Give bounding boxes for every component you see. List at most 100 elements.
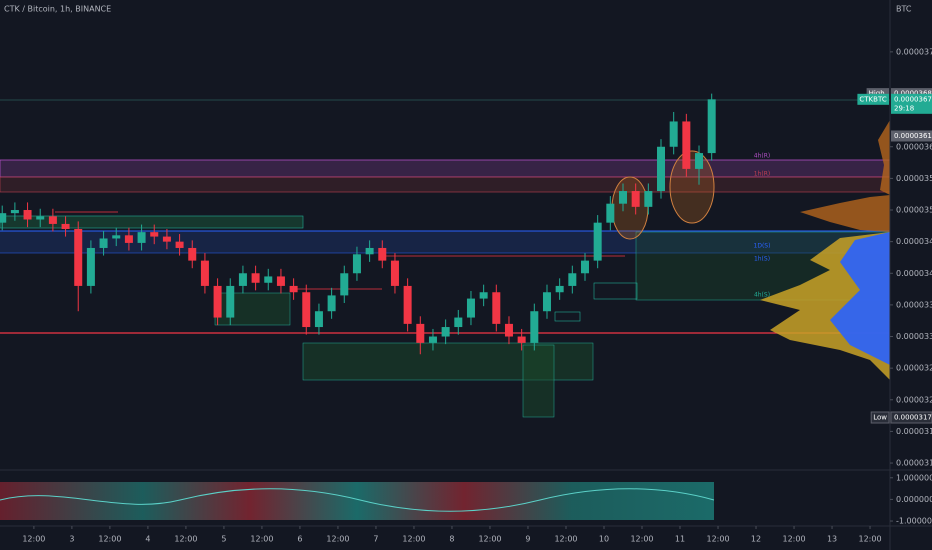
x-tick-label: 12:00 [22, 535, 45, 544]
x-tick-label: 13 [827, 535, 837, 544]
price-label: 0.00003684 [894, 90, 932, 98]
x-tick-label: 12:00 [174, 535, 197, 544]
candle-body [352, 254, 361, 274]
candle-body [200, 260, 209, 286]
x-tick-label: 12:00 [326, 535, 349, 544]
x-tick-label: 5 [221, 535, 226, 544]
candle-body [36, 216, 45, 220]
candle-body [10, 210, 19, 214]
candle-body [365, 247, 374, 255]
candle-body [682, 121, 691, 169]
y-tick-label: 0.00003450 [896, 237, 932, 246]
countdown: 29:18 [894, 104, 914, 112]
price-label-name-box [857, 93, 889, 105]
y-tick-label: 0.00003100 [896, 459, 932, 468]
price-label-box [891, 88, 932, 100]
candle-body [504, 323, 513, 337]
level-label: 4h(S) [754, 292, 770, 299]
price-label-name-box [870, 411, 890, 424]
candle-body [264, 276, 273, 283]
candle-body [162, 236, 171, 242]
candle-body [175, 241, 184, 248]
candle-body [593, 222, 602, 261]
candle-body [466, 298, 475, 318]
chart-title: CTK / Bitcoin, 1h, BINANCE [4, 5, 111, 14]
candle-body [492, 292, 501, 324]
candle-body [99, 238, 108, 248]
x-tick-label: 12:00 [98, 535, 121, 544]
candle-body [251, 273, 260, 283]
candle-body [74, 228, 83, 286]
x-tick-label: 10 [599, 535, 609, 544]
x-tick-label: 12:00 [706, 535, 729, 544]
x-tick-label: 12:00 [859, 535, 882, 544]
price-label: 0.00003675 [894, 95, 932, 103]
candle-body [124, 235, 133, 243]
candle-body [530, 311, 539, 343]
candle-body [137, 232, 146, 243]
oscillator-line [0, 488, 715, 512]
price-label: 0.00003172 [894, 413, 932, 421]
candle-body [619, 191, 627, 204]
candle-body [606, 203, 615, 223]
highlight-circle [611, 176, 649, 240]
y-tick-label: 0.00003350 [896, 300, 932, 309]
level-label: 1h(R) [754, 171, 770, 178]
y-tick-label: 0.00003750 [896, 47, 932, 56]
candle-body [454, 317, 463, 328]
price-label-box [891, 130, 932, 142]
candle-body [23, 210, 32, 220]
x-tick-label: 12:00 [250, 535, 273, 544]
price-label-name: Low [873, 413, 887, 421]
candle-body [276, 276, 285, 286]
y-tick-label: 0.00003400 [896, 269, 932, 278]
y-tick-label: 0.00003550 [896, 174, 932, 183]
x-tick-label: 12:00 [402, 535, 425, 544]
candle-body [213, 285, 222, 318]
candle-body [340, 273, 349, 296]
candle-body [61, 223, 70, 229]
price-label-name: CTKBTC [859, 95, 886, 103]
candle-body [555, 285, 564, 293]
candle-body [707, 99, 716, 154]
x-tick-label: 12 [751, 535, 761, 544]
candle-body [479, 292, 488, 299]
y-tick-label: 0.00003500 [896, 206, 932, 215]
price-label-name: High [869, 90, 885, 98]
candle-body [517, 336, 526, 343]
price-label-box [890, 411, 932, 424]
candle-body [542, 292, 551, 312]
y-tick-label: 0.00003600 [896, 142, 932, 151]
candle-body [86, 247, 95, 286]
candle-body [112, 235, 121, 239]
y-tick-label: 0.00003250 [896, 364, 932, 373]
candle-body [289, 285, 298, 293]
candle-body [644, 191, 653, 207]
x-tick-label: 7 [373, 535, 378, 544]
candle-body [314, 311, 323, 328]
candle-body [416, 323, 425, 343]
highlight-circle [669, 150, 715, 224]
level-label: 4h(R) [754, 153, 770, 160]
candle-body [378, 247, 387, 261]
candle-body [48, 216, 57, 224]
candle-body [657, 146, 666, 192]
x-tick-label: 4 [145, 535, 150, 544]
x-tick-label: 8 [449, 535, 454, 544]
volume-profile [760, 120, 890, 380]
candle-body [428, 336, 437, 343]
candle-body [302, 292, 311, 328]
x-tick-label: 11 [675, 535, 685, 544]
x-tick-label: 12:00 [554, 535, 577, 544]
y-tick-label: 0.00003200 [896, 395, 932, 404]
level-label: 1h(S) [754, 256, 770, 263]
candle-body [631, 191, 640, 207]
candle-body [150, 232, 159, 237]
currency: BTC [896, 5, 912, 14]
x-tick-label: 12:00 [478, 535, 501, 544]
